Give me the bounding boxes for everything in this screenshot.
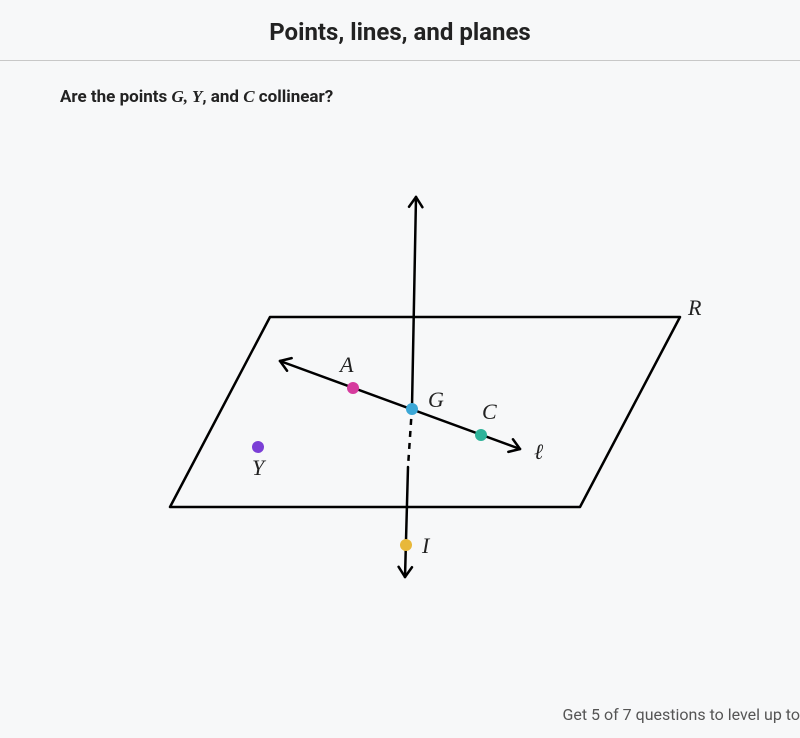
svg-text:I: I <box>421 533 431 558</box>
question-text: Are the points G, Y, and C collinear? <box>60 87 760 107</box>
geometry-diagram: Rℓ A G C Y I <box>110 147 710 587</box>
q-mid: , and <box>202 87 243 107</box>
q-suffix: collinear? <box>255 87 334 107</box>
svg-text:ℓ: ℓ <box>534 439 544 464</box>
svg-text:G: G <box>428 387 444 412</box>
svg-text:A: A <box>338 352 354 377</box>
svg-text:R: R <box>687 295 702 320</box>
progress-footer: Get 5 of 7 questions to level up to <box>562 705 800 724</box>
q-last: C <box>243 87 254 106</box>
svg-text:Y: Y <box>252 455 267 480</box>
q-points: G, Y <box>171 87 202 106</box>
exercise-sheet: Points, lines, and planes Are the points… <box>0 0 800 738</box>
diagram-container: Rℓ A G C Y I <box>60 147 760 587</box>
svg-text:C: C <box>482 399 497 424</box>
content-area: Are the points G, Y, and C collinear? Rℓ… <box>0 61 800 587</box>
q-prefix: Are the points <box>60 87 171 107</box>
page-title: Points, lines, and planes <box>0 0 800 60</box>
